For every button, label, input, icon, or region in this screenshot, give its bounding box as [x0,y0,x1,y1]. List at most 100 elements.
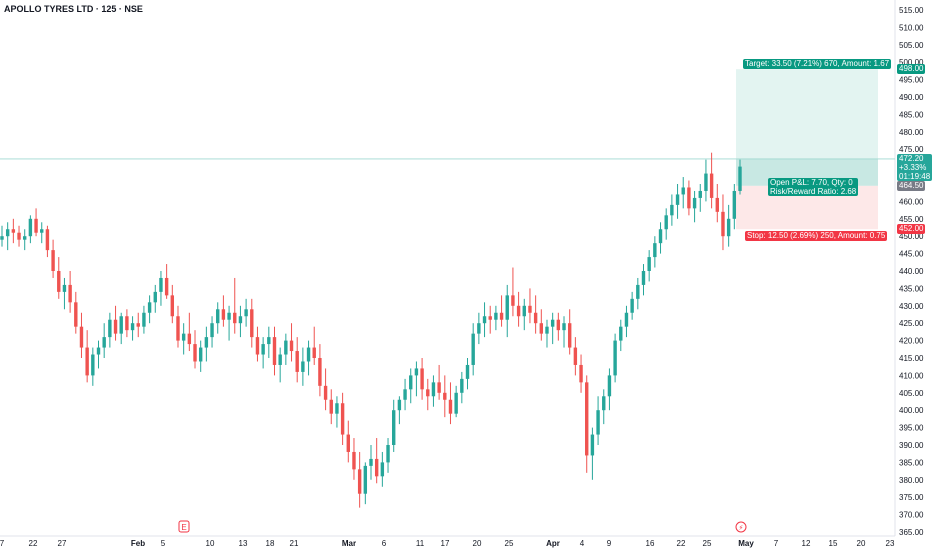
y-tick-label: 455.00 [899,215,924,224]
candle-body [23,236,27,240]
candle-body [607,375,612,397]
candle-body [704,173,708,191]
candle-body [45,229,50,251]
candle-body [318,358,322,386]
candle-body [181,333,186,341]
x-tick-label: Mar [342,539,356,548]
candle-body [573,347,578,365]
candle-body [352,451,356,470]
candle-body [505,295,509,320]
candle-body [301,361,305,372]
candle-body [250,309,254,338]
candle-body [437,382,441,393]
candle-body [590,434,595,456]
y-tick-label: 505.00 [899,41,924,50]
candle-body [602,396,606,411]
x-tick-label: 20 [857,539,866,548]
x-tick-label: 20 [473,539,482,548]
candle-body [613,340,617,376]
candle-body [142,312,146,327]
x-tick-label: 10 [206,539,215,548]
y-tick-label: 395.00 [899,424,924,433]
candle-body [204,337,209,348]
candle-body [539,323,544,334]
candle-body [380,462,385,477]
y-tick-label: 425.00 [899,319,924,328]
chart-title: APOLLO TYRES LTD · 125 · NSE [4,4,143,14]
candle-body [687,187,691,209]
candle-body [187,333,192,345]
candle-body [431,382,436,397]
x-tick-label: 4 [580,539,585,548]
candle-body [664,215,668,230]
x-tick-label: 12 [802,539,811,548]
candle-body [550,319,555,327]
candle-body [579,364,583,383]
candle-body [499,312,504,320]
candle-body [221,309,226,320]
x-tick-label: 9 [607,539,612,548]
candle-body [363,465,368,494]
candle-body [164,277,169,296]
candle-body [34,218,38,233]
candle-body [698,190,702,198]
x-tick-label: 22 [677,539,686,548]
candle-body [533,312,538,324]
dividend-marker [735,521,747,533]
candle-body [545,326,549,334]
y-tick-label: 475.00 [899,145,924,154]
candle-body [488,316,492,320]
y-tick-label: 460.00 [899,197,924,206]
candle-body [585,382,589,456]
x-tick-label: 25 [703,539,712,548]
candle-body [108,319,112,338]
candle-body [658,229,663,244]
candle-body [346,434,350,452]
candle-body [454,392,458,414]
target-price-tag: 498.00 [897,64,926,75]
candle-body [176,316,180,341]
candle-body [0,236,4,240]
candle-body [516,305,521,317]
candle-body [233,312,237,324]
x-tick-label: 23 [886,539,895,548]
candle-body [374,458,379,477]
candle-body [130,323,135,331]
candle-body [641,271,646,285]
candle-body [392,410,396,445]
candle-body [51,250,55,271]
target-label: Target: 33.50 (7.21%) 670, Amount: 1.67 [743,59,892,70]
candle-body [198,347,203,362]
candle-body [448,399,453,414]
candle-body [721,211,725,237]
dividend-marker-label: ⚡ [739,524,744,532]
candle-body [528,305,532,313]
candle-body [709,173,714,198]
y-tick-label: 365.00 [899,528,924,537]
candle-body [79,326,84,348]
stop-price-tag: 452.00 [897,224,926,235]
candle-body [619,326,623,341]
x-tick-label: 21 [290,539,299,548]
candle-body [40,229,44,233]
candle-body [113,319,118,334]
candle-body [102,337,106,348]
candle-body [147,302,152,313]
candle-body [482,316,487,324]
candle-body [409,375,413,390]
x-tick-label: Apr [546,539,560,548]
candle-body [17,232,21,240]
y-tick-label: 420.00 [899,337,924,346]
candle-body [85,347,89,376]
candle-body [556,319,561,331]
candle-body [91,354,95,376]
x-tick-label: 15 [829,539,838,548]
candle-body [329,399,333,414]
candle-body [420,368,424,390]
x-tick-label: May [738,539,754,548]
x-tick-label: 5 [161,539,166,548]
candle-body [596,410,600,435]
last-price-tag: 472.20 +3.33% 01:19:48 [897,153,932,181]
